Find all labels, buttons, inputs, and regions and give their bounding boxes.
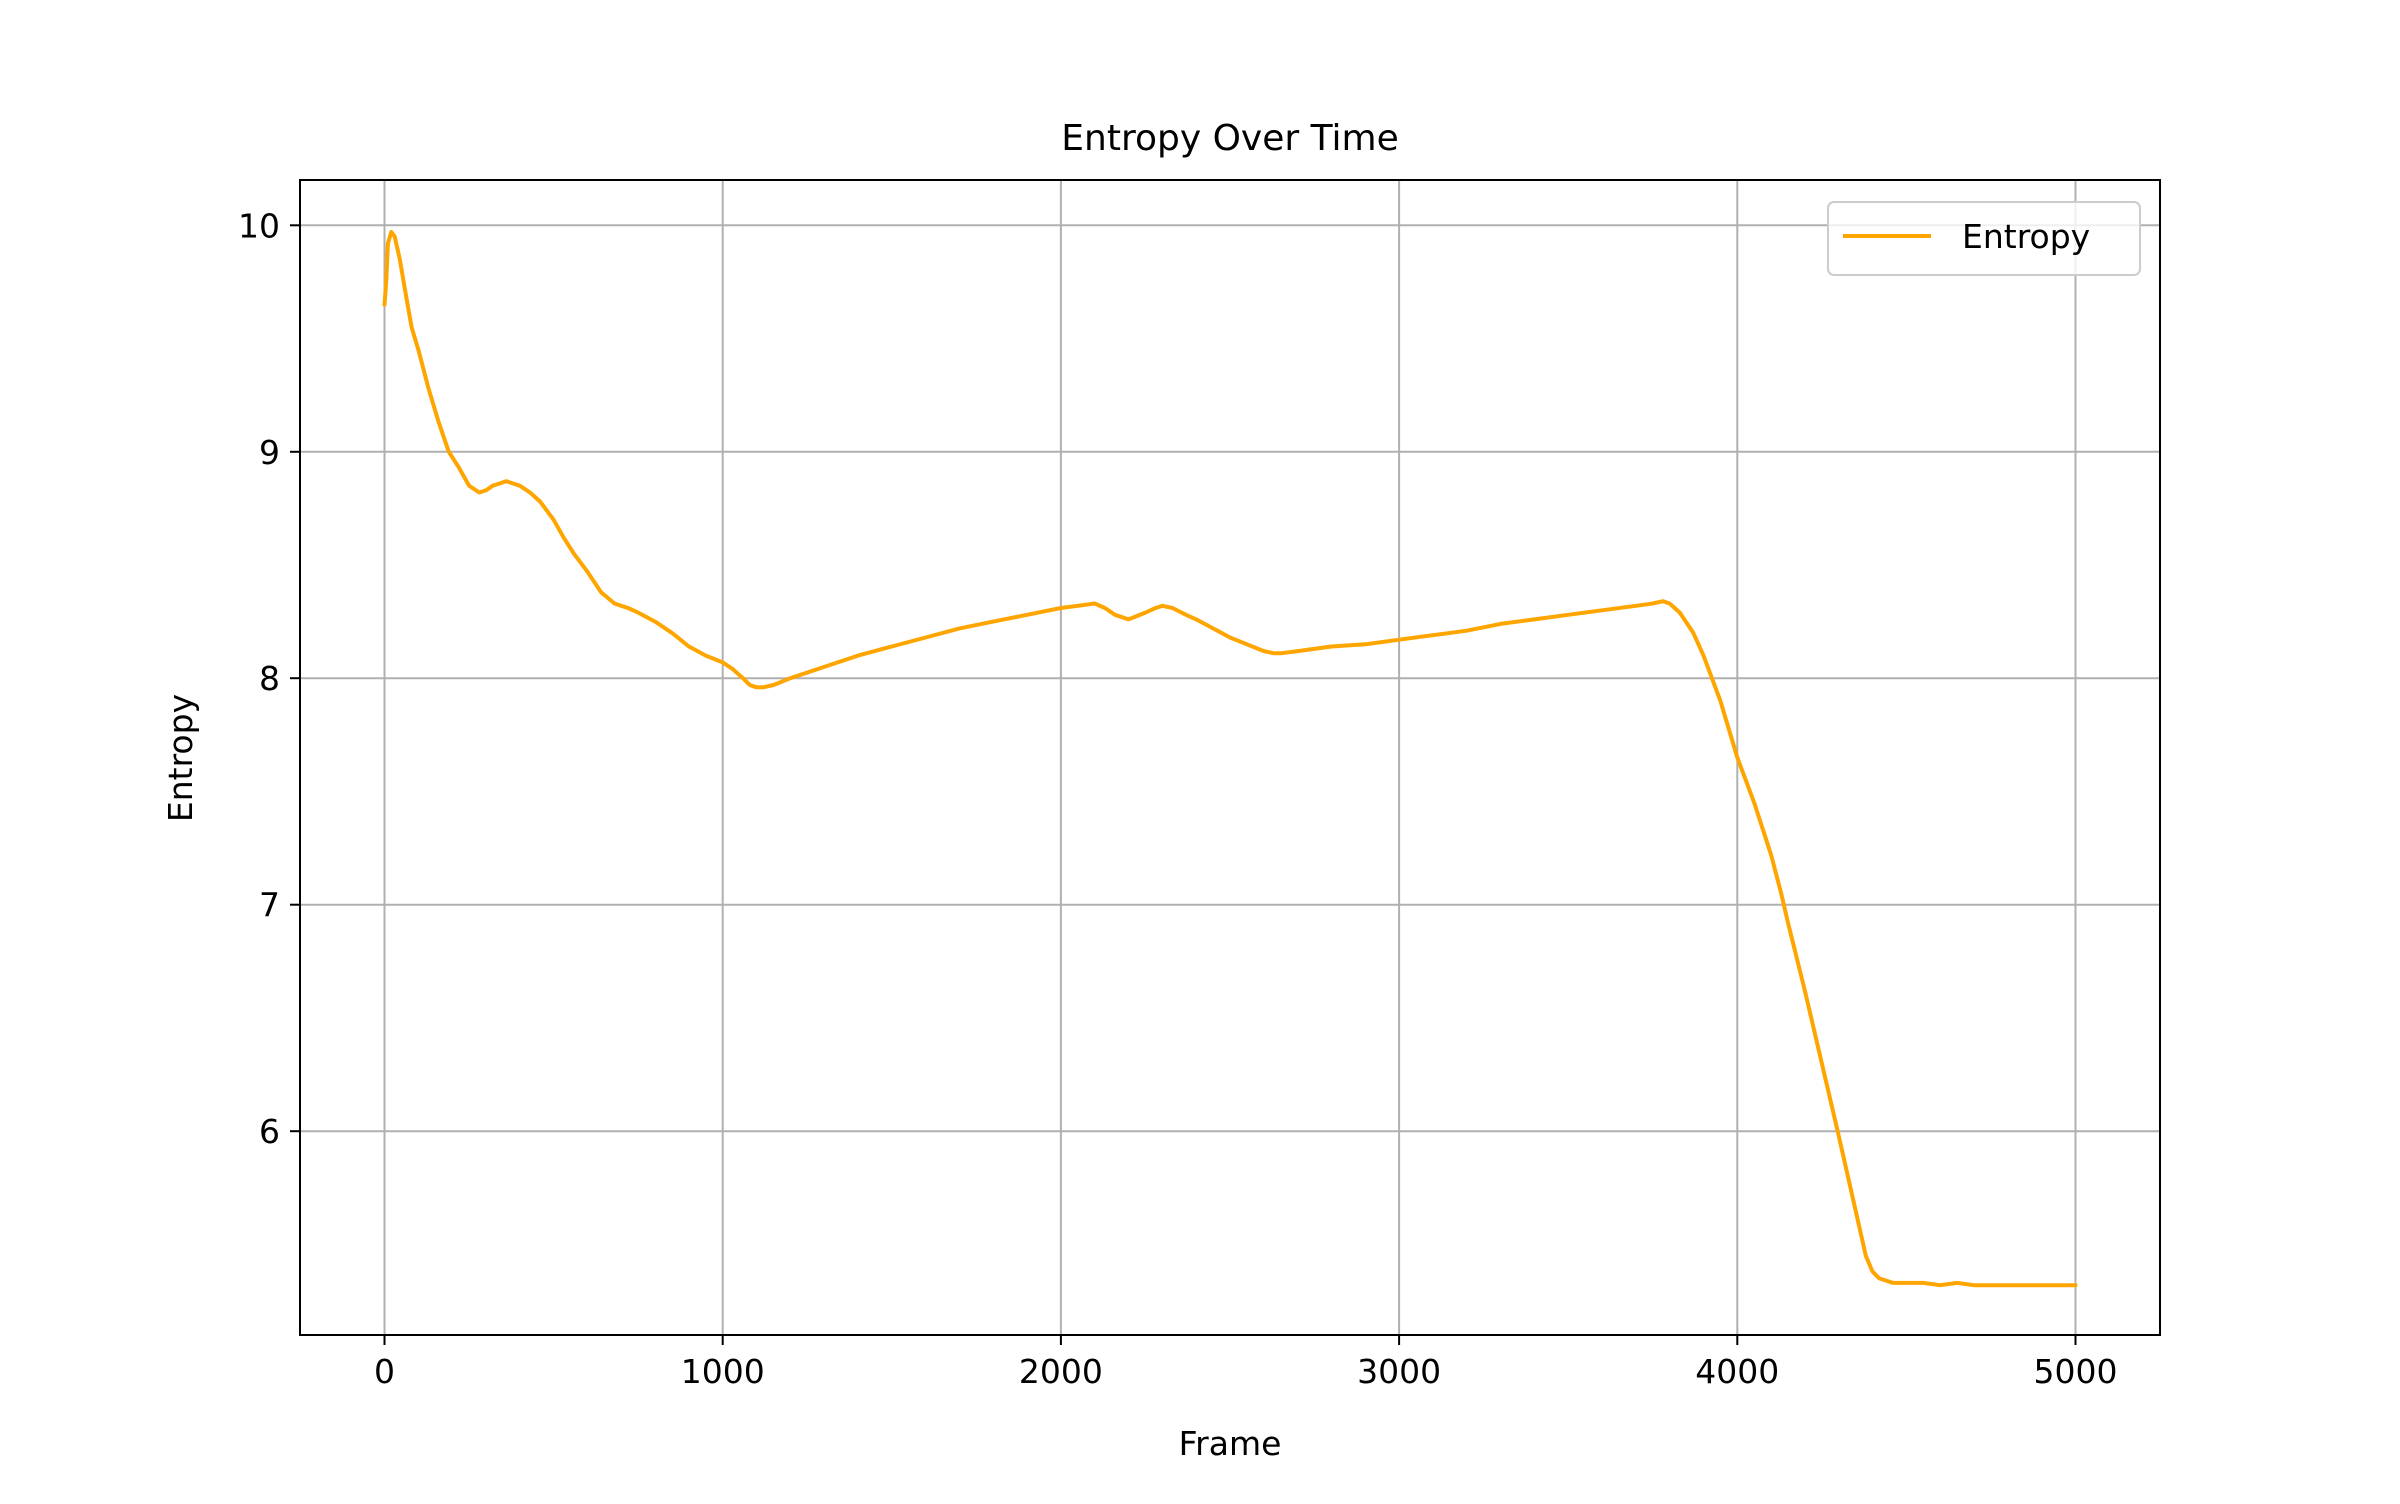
x-tick-label: 5000 [2034,1352,2118,1391]
series-line-entropy [382,230,2078,1288]
x-tick-label: 3000 [1357,1352,1441,1391]
ticks: 0 1000 2000 3000 4000 5000 6 7 8 9 10 [238,206,2117,1391]
y-tick-label: 8 [259,659,280,698]
x-tick-label: 0 [374,1352,395,1391]
chart-title: Entropy Over Time [1061,118,1398,159]
legend-label: Entropy [1962,217,2090,256]
y-tick-label: 9 [259,433,280,472]
y-tick-label: 7 [259,886,280,925]
x-tick-label: 2000 [1019,1352,1103,1391]
axes-frame [299,179,2161,1336]
x-tick-label: 4000 [1695,1352,1779,1391]
y-tick-label: 6 [259,1112,280,1151]
plot-area [382,230,2078,1288]
x-tick-label: 1000 [681,1352,765,1391]
legend-box [1827,201,2141,276]
legend: Entropy [1827,201,2141,276]
x-axis-label: Frame [1179,1424,1282,1463]
y-tick-label: 10 [238,206,280,245]
y-axis-label: Entropy [161,694,200,822]
